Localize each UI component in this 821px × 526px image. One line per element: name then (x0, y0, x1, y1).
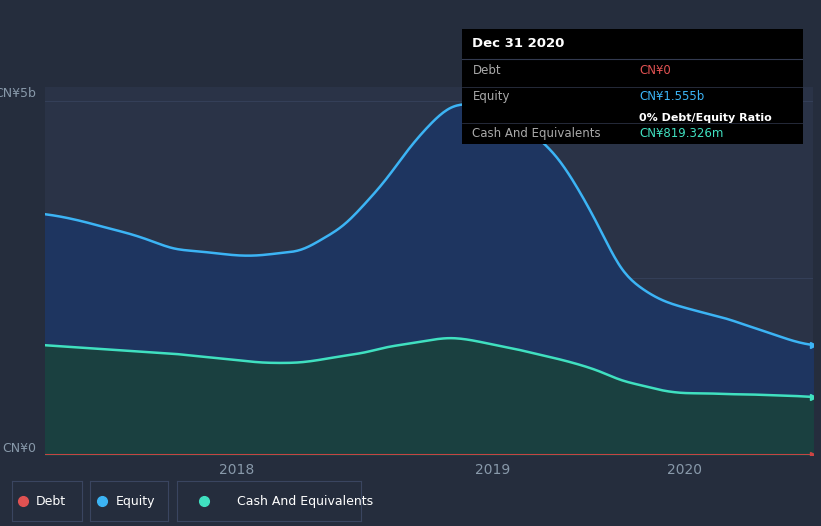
Text: CN¥819.326m: CN¥819.326m (640, 127, 724, 140)
Text: Dec 31 2020: Dec 31 2020 (472, 37, 565, 50)
Text: Equity: Equity (116, 494, 155, 508)
Text: Debt: Debt (35, 494, 66, 508)
Text: Equity: Equity (472, 90, 510, 103)
Text: CN¥5b: CN¥5b (0, 87, 36, 100)
Text: Debt: Debt (472, 64, 501, 77)
Text: CN¥0: CN¥0 (640, 64, 671, 77)
Text: Cash And Equivalents: Cash And Equivalents (237, 494, 374, 508)
Text: Cash And Equivalents: Cash And Equivalents (472, 127, 601, 140)
Text: 0% Debt/Equity Ratio: 0% Debt/Equity Ratio (640, 113, 772, 123)
Text: CN¥1.555b: CN¥1.555b (640, 90, 704, 103)
Text: CN¥0: CN¥0 (2, 442, 36, 455)
